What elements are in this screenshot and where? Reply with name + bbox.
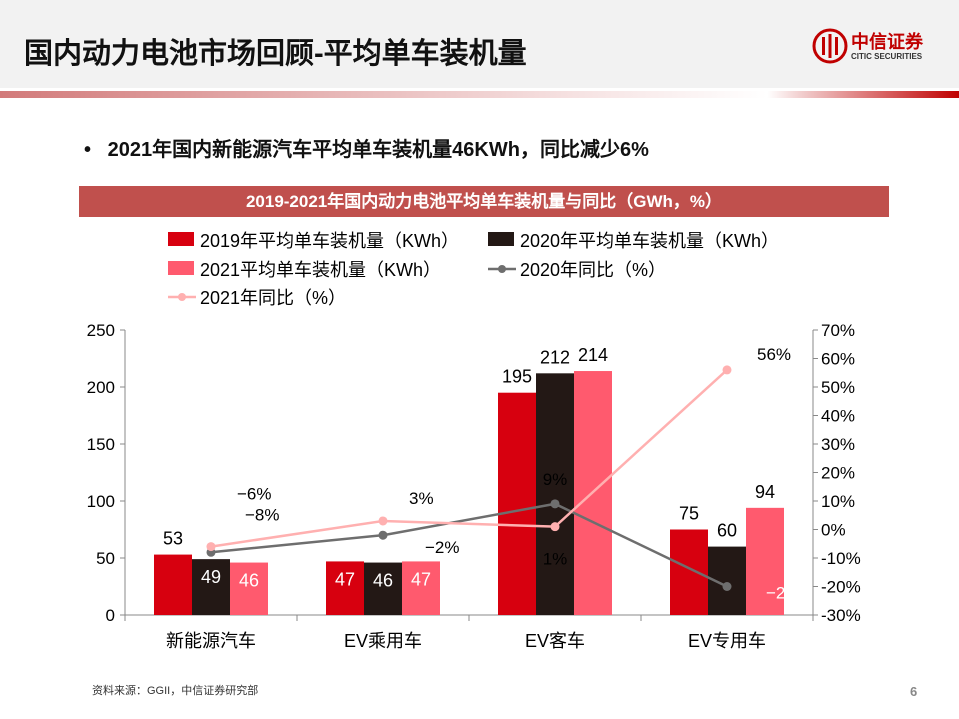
citic-logo: 中信证券 CITIC SECURITIES	[812, 28, 923, 64]
header-stripe	[0, 91, 959, 98]
chart-header: 2019-2021年国内动力电池平均单车装机量与同比（GWh，%）	[79, 186, 889, 217]
line-point	[378, 530, 388, 540]
data-label: 94	[755, 482, 775, 502]
legend-label: 2021平均单车装机量（KWh）	[200, 260, 441, 280]
bar	[230, 562, 268, 615]
data-label: 47	[411, 569, 431, 589]
category-label: EV乘用车	[344, 631, 422, 651]
data-label: 214	[578, 345, 608, 365]
line-point	[206, 542, 216, 552]
data-label: 60	[717, 521, 737, 541]
category-label: EV客车	[525, 631, 585, 651]
bar	[326, 561, 364, 615]
right-tick-label: 50%	[821, 378, 855, 397]
left-tick-label: 0	[106, 606, 115, 625]
page-title: 国内动力电池市场回顾-平均单车装机量	[24, 38, 527, 70]
data-label: 53	[163, 529, 183, 549]
left-tick-label: 50	[96, 549, 115, 568]
right-tick-label: 20%	[821, 464, 855, 483]
right-tick-label: -30%	[821, 606, 861, 625]
line-label: −6%	[237, 485, 272, 504]
right-tick-label: 40%	[821, 407, 855, 426]
bar	[498, 392, 536, 615]
left-tick-label: 100	[87, 492, 115, 511]
line-label: −8%	[245, 505, 280, 524]
bar	[746, 507, 784, 615]
right-tick-label: 60%	[821, 350, 855, 369]
legend-label: 2019年平均单车装机量（KWh）	[200, 231, 459, 251]
legend-label: 2021年同比（%）	[200, 288, 346, 308]
legend-swatch	[168, 232, 194, 246]
line-point	[722, 365, 732, 375]
bar	[536, 373, 574, 615]
left-tick-label: 200	[87, 378, 115, 397]
data-label: 49	[201, 567, 221, 587]
data-label: 195	[502, 367, 532, 387]
legend-label: 2020年同比（%）	[520, 260, 666, 280]
line-label: 3%	[409, 489, 434, 508]
line-point	[550, 499, 560, 509]
line-label: 9%	[543, 470, 568, 489]
bar	[154, 554, 192, 615]
bar	[402, 561, 440, 615]
line-label: 56%	[757, 345, 791, 364]
data-label: 47	[335, 569, 355, 589]
bar	[670, 529, 708, 615]
legend-swatch	[168, 261, 194, 275]
right-tick-label: -10%	[821, 549, 861, 568]
line-point	[550, 522, 560, 532]
data-label: 75	[679, 504, 699, 524]
bullet-text: 2021年国内新能源汽车平均单车装机量46KWh，同比减少6%	[107, 139, 649, 161]
line-series	[210, 502, 728, 588]
logo-en: CITIC SECURITIES	[851, 51, 923, 61]
line-label: 1%	[543, 550, 568, 569]
legend-label: 2020年平均单车装机量（KWh）	[520, 231, 779, 251]
category-label: EV专用车	[688, 631, 766, 651]
legend-marker	[498, 265, 506, 273]
legend-swatch	[488, 232, 514, 246]
line-label: −20%	[766, 584, 810, 603]
data-label: 46	[373, 571, 393, 591]
right-tick-label: 10%	[821, 492, 855, 511]
logo-cn: 中信证券	[851, 31, 923, 52]
legend-marker	[178, 293, 186, 301]
data-label: 46	[239, 571, 259, 591]
citic-logo-icon	[812, 28, 848, 64]
page-number: 6	[910, 684, 918, 699]
bar	[364, 562, 402, 615]
right-tick-label: 0%	[821, 521, 846, 540]
line-point	[378, 516, 388, 526]
line-point	[722, 582, 732, 591]
source-note: 资料来源：GGII，中信证券研究部	[92, 685, 259, 697]
line-label: −2%	[425, 538, 460, 557]
right-tick-label: 30%	[821, 435, 855, 454]
category-label: 新能源汽车	[166, 631, 256, 651]
data-label: 212	[540, 347, 570, 367]
left-tick-label: 150	[87, 435, 115, 454]
right-tick-label: -20%	[821, 578, 861, 597]
bullet-point: • 2021年国内新能源汽车平均单车装机量46KWh，同比减少6%	[84, 139, 649, 161]
right-tick-label: 70%	[821, 321, 855, 340]
left-tick-label: 250	[87, 321, 115, 340]
bar	[192, 559, 230, 615]
line-series	[210, 368, 728, 548]
header	[0, 0, 959, 88]
